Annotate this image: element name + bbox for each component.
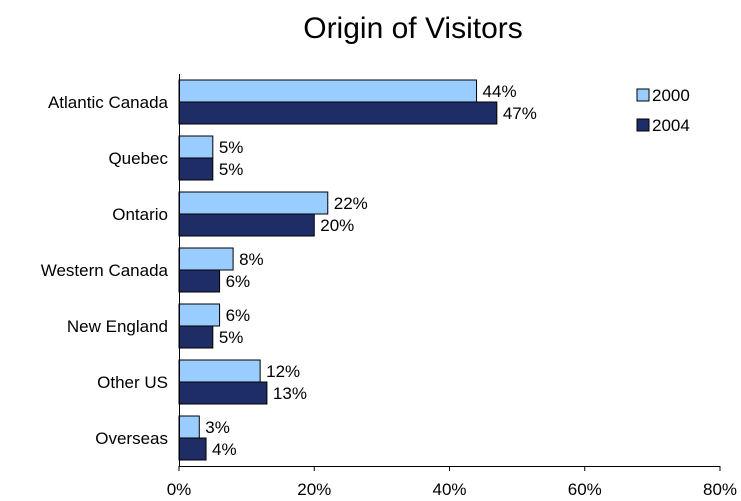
bar-2004-overseas — [178, 437, 207, 461]
x-tick-label: 60% — [568, 480, 602, 499]
bar-2000-ontario — [178, 191, 329, 215]
bar-2000-quebec — [178, 135, 214, 159]
category-label: Ontario — [112, 205, 168, 224]
category-labels: Atlantic Canada Quebec Ontario Western Cana… — [41, 93, 169, 448]
data-label: 47% — [503, 104, 537, 123]
x-tick-label: 0% — [167, 480, 192, 499]
bar-2004-quebec — [178, 157, 214, 181]
bar-2000-other-us — [178, 359, 261, 383]
legend-label: 2004 — [652, 116, 690, 135]
category-label: Other US — [97, 373, 168, 392]
x-tick-label: 40% — [432, 480, 466, 499]
category-label: Atlantic Canada — [48, 93, 169, 112]
legend: 2000 2004 — [636, 86, 690, 135]
bar-2004-other-us — [178, 381, 268, 405]
bar-2004-new-england — [178, 325, 214, 349]
legend-label: 2000 — [652, 86, 690, 105]
category-label: New England — [67, 317, 168, 336]
bar-2000-overseas — [178, 415, 200, 439]
bars-group — [178, 79, 498, 461]
x-tick-label: 20% — [297, 480, 331, 499]
chart-title: Origin of Visitors — [303, 12, 523, 45]
data-label: 4% — [212, 440, 237, 459]
category-label: Overseas — [95, 429, 168, 448]
data-label: 22% — [334, 194, 368, 213]
bar-2004-ontario — [178, 213, 315, 237]
data-label: 5% — [219, 328, 244, 347]
data-labels: 44% 47% 5% 5% 22% 20% 8% 6% 6% 5% 12% 13% 3% 4% — [205, 82, 537, 459]
data-label: 12% — [266, 362, 300, 381]
bar-2004-atlantic-canada — [178, 101, 498, 125]
data-label: 5% — [219, 160, 244, 179]
data-label: 6% — [226, 306, 251, 325]
data-label: 8% — [239, 250, 264, 269]
data-label: 20% — [320, 216, 354, 235]
bar-2004-western-canada — [178, 269, 221, 293]
legend-swatch-2000 — [636, 88, 650, 102]
data-label: 6% — [226, 272, 251, 291]
data-label: 5% — [219, 138, 244, 157]
data-label: 13% — [273, 384, 307, 403]
data-label: 3% — [205, 418, 230, 437]
x-tick-label: 80% — [703, 480, 737, 499]
category-label: Western Canada — [41, 261, 169, 280]
legend-swatch-2004 — [636, 118, 650, 132]
bar-2000-western-canada — [178, 247, 234, 271]
data-label: 44% — [483, 82, 517, 101]
bar-2000-new-england — [178, 303, 221, 327]
category-label: Quebec — [108, 149, 168, 168]
bar-2000-atlantic-canada — [178, 79, 478, 103]
x-axis-ticks: 0% 20% 40% 60% 80% — [167, 466, 737, 499]
